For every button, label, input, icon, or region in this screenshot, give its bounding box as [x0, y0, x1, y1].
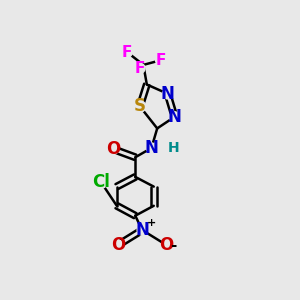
Text: F: F — [122, 45, 132, 60]
Circle shape — [156, 55, 166, 65]
Circle shape — [145, 225, 150, 230]
Text: O: O — [159, 236, 174, 254]
Circle shape — [122, 47, 132, 57]
Circle shape — [137, 225, 147, 235]
Circle shape — [163, 89, 173, 99]
Text: Cl: Cl — [92, 172, 110, 190]
Text: H: H — [168, 141, 179, 155]
Text: F: F — [155, 53, 166, 68]
Text: N: N — [135, 221, 149, 239]
Text: +: + — [147, 218, 157, 228]
Circle shape — [164, 144, 172, 152]
Text: -: - — [170, 238, 177, 253]
Circle shape — [108, 144, 118, 154]
Text: O: O — [111, 236, 125, 254]
Text: S: S — [134, 98, 146, 116]
Text: F: F — [135, 61, 145, 76]
Circle shape — [113, 240, 123, 250]
Text: N: N — [145, 139, 158, 157]
Text: N: N — [161, 85, 175, 103]
Circle shape — [134, 101, 146, 112]
Circle shape — [94, 175, 108, 188]
Circle shape — [161, 240, 172, 250]
Circle shape — [168, 242, 173, 248]
Text: O: O — [106, 140, 121, 158]
Circle shape — [135, 63, 145, 74]
Circle shape — [146, 143, 157, 153]
Text: N: N — [168, 108, 182, 126]
Circle shape — [169, 112, 180, 122]
